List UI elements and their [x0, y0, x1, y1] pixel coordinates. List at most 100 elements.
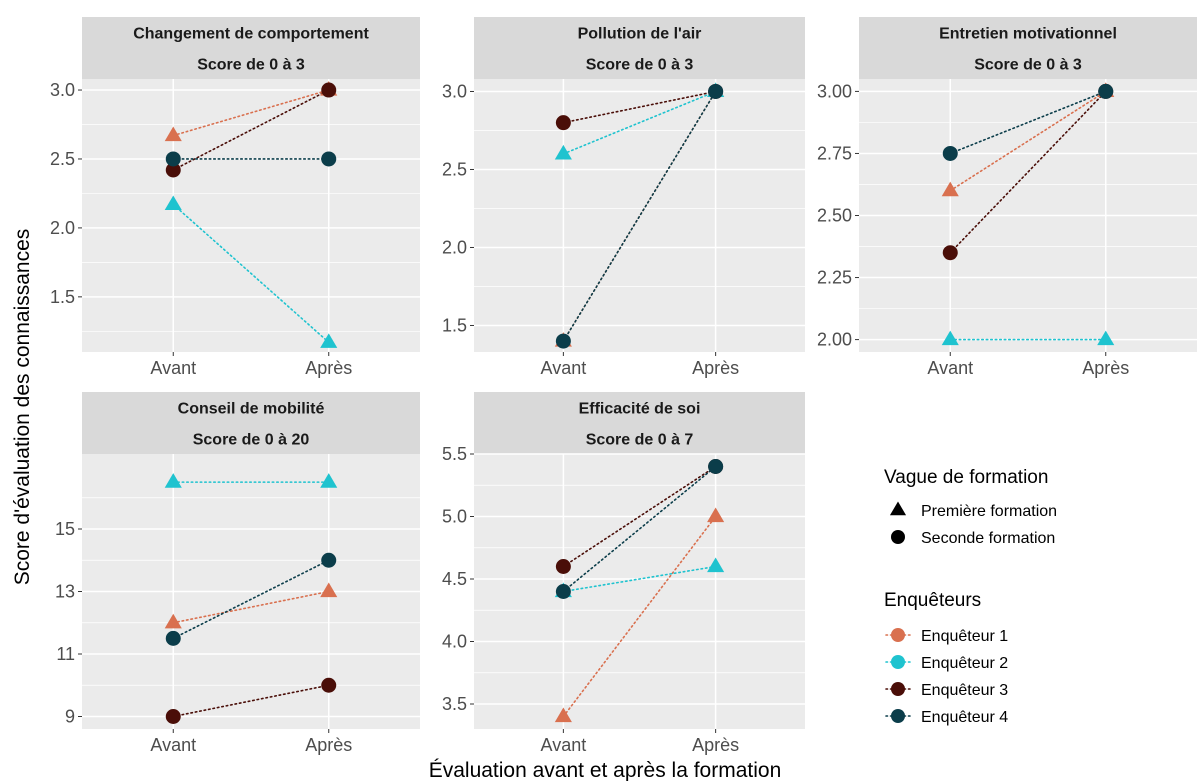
legend-key-dot	[891, 655, 905, 669]
x-tick-label: Avant	[541, 735, 587, 755]
panel-title: Pollution de l'air	[578, 26, 702, 43]
y-tick-label: 9	[65, 707, 75, 727]
series-line-enqueteur-3	[562, 465, 717, 568]
panel-strip-subtitle	[474, 423, 805, 454]
data-point-enqueteur-4-avant	[555, 584, 571, 599]
x-tick-label: Avant	[150, 735, 196, 755]
panel-strip-subtitle	[82, 423, 420, 454]
panel-subtitle: Score de 0 à 3	[974, 57, 1082, 74]
y-tick-label: 4.0	[442, 632, 467, 652]
data-point-enqueteur-1-apres	[707, 507, 725, 523]
panel-strip-title	[82, 392, 420, 423]
series-line-enqueteur-2	[172, 203, 330, 344]
panel-strip-title	[82, 17, 420, 48]
data-point-enqueteur-4-apres	[708, 83, 724, 99]
panel-strip-title	[474, 392, 805, 423]
legend-key-dot	[891, 682, 905, 696]
x-tick-label: Après	[692, 358, 739, 378]
panel-changement-de-comportement: Changement de comportement Score de 0 à 3…	[50, 17, 420, 378]
x-tick-label: Avant	[927, 358, 973, 378]
series-line-enqueteur-2	[562, 565, 717, 593]
data-point-enqueteur-3-apres	[321, 677, 337, 693]
x-tick-label: Avant	[541, 358, 587, 378]
panel-pollution-de-l-air: Pollution de l'air Score de 0 à 3 1.5 2.0 2.…	[442, 17, 805, 378]
y-tick-label: 5.5	[442, 444, 467, 464]
panel-background	[474, 79, 805, 352]
series-line-enqueteur-4	[562, 90, 717, 342]
panel-title: Efficacité de soi	[579, 401, 701, 418]
legend-key-dot	[891, 628, 905, 642]
series-line-enqueteur-3	[949, 90, 1107, 254]
series-line-enqueteur-1	[949, 90, 1107, 192]
data-point-enqueteur-2-avant	[941, 330, 959, 346]
panel-title: Entretien motivationnel	[939, 26, 1117, 43]
y-tick-label: 2.5	[442, 159, 467, 179]
data-point-enqueteur-1-apres	[320, 582, 338, 598]
legend-item-enqueteur-1: Enquêteur 1	[921, 628, 1008, 645]
y-tick-label: 3.0	[50, 80, 75, 100]
data-point-enqueteur-3-avant	[555, 115, 571, 131]
data-point-enqueteur-3-avant	[165, 709, 181, 724]
series-line-enqueteur-4	[562, 465, 717, 593]
panel-entretien-motivationnel: Entretien motivationnel Score de 0 à 3 2.0…	[817, 17, 1197, 378]
series-line-enqueteur-3	[172, 89, 330, 171]
data-point-enqueteur-2-avant	[164, 195, 182, 211]
x-tick-label: Après	[692, 735, 739, 755]
x-axis-title: Évaluation avant et après la formation	[429, 759, 782, 781]
data-point-enqueteur-1-avant	[941, 181, 959, 197]
data-point-enqueteur-4-apres	[1098, 83, 1114, 99]
series-line-enqueteur-4	[172, 559, 330, 640]
legend-key-triangle	[889, 501, 907, 516]
series-line-enqueteur-1	[172, 590, 330, 624]
legend-title-enqueteurs: Enquêteurs	[884, 590, 981, 611]
y-tick-label: 1.5	[50, 287, 75, 307]
series-line-enqueteur-1	[562, 515, 717, 718]
panel-subtitle: Score de 0 à 20	[193, 432, 310, 449]
legend-title-vague: Vague de formation	[884, 467, 1048, 488]
y-tick-label: 5.0	[442, 507, 467, 527]
facet-panels: Changement de comportement Score de 0 à 3…	[50, 17, 1197, 755]
panel-background	[474, 454, 805, 729]
y-tick-label: 11	[56, 644, 75, 664]
data-point-enqueteur-3-avant	[165, 162, 181, 178]
data-point-enqueteur-2-apres	[707, 557, 725, 573]
data-point-enqueteur-2-avant	[554, 144, 572, 160]
legend-item-premiere-formation: Première formation	[921, 503, 1057, 520]
panel-background	[82, 79, 420, 352]
panel-subtitle: Score de 0 à 3	[586, 57, 694, 74]
data-point-enqueteur-2-apres	[320, 473, 338, 488]
panel-title: Conseil de mobilité	[178, 401, 325, 418]
panel-strip-subtitle	[859, 48, 1197, 79]
data-point-enqueteur-2-apres	[1097, 330, 1115, 346]
data-point-enqueteur-4-avant	[165, 151, 181, 167]
data-point-enqueteur-3-avant	[555, 559, 571, 574]
panel-strip-subtitle	[474, 48, 805, 79]
data-point-enqueteur-4-avant	[942, 145, 958, 161]
series-line-enqueteur-3	[172, 684, 330, 718]
panel-strip-subtitle	[82, 48, 420, 79]
data-point-enqueteur-1-avant	[554, 707, 572, 723]
y-tick-label: 2.00	[817, 330, 852, 350]
series-line-enqueteur-2	[562, 90, 717, 155]
legend-item-enqueteur-4: Enquêteur 4	[921, 709, 1008, 726]
legend-key-dot	[891, 709, 905, 723]
y-tick-label: 1.5	[442, 315, 467, 335]
series-line-enqueteur-1	[172, 89, 330, 137]
y-tick-label: 15	[55, 519, 75, 539]
series-line-enqueteur-3	[562, 90, 717, 124]
data-point-enqueteur-2-avant	[164, 473, 182, 488]
y-tick-label: 4.5	[442, 569, 467, 589]
data-point-enqueteur-2-apres	[320, 333, 338, 348]
panel-conseil-de-mobilite: Conseil de mobilité Score de 0 à 20 9 11 13 1…	[55, 392, 420, 755]
y-tick-label: 2.50	[817, 206, 852, 226]
legend-item-enqueteur-3: Enquêteur 3	[921, 682, 1008, 699]
y-tick-label: 2.25	[817, 268, 852, 288]
data-point-enqueteur-4-avant	[555, 333, 571, 349]
panel-title: Changement de comportement	[133, 26, 369, 43]
y-tick-label: 13	[55, 582, 75, 602]
data-point-enqueteur-4-apres	[708, 459, 724, 474]
x-tick-label: Après	[305, 358, 352, 378]
data-point-enqueteur-4-apres	[321, 151, 337, 167]
data-point-enqueteur-1-avant	[164, 613, 182, 629]
